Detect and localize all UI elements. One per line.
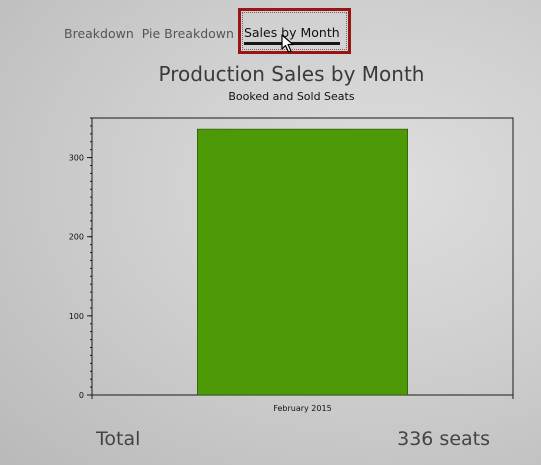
total-label: Total [96,428,141,450]
chart-title: Production Sales by Month [158,62,425,86]
y-tick-label: 200 [69,233,84,242]
y-tick-label: 300 [69,154,84,163]
mouse-cursor-icon [281,34,294,53]
total-value: 336 seats [397,428,490,450]
tab-strip: Breakdown Pie Breakdown Sales by Month [60,8,351,54]
tab-sales-by-month-label: Sales by Month [243,25,340,40]
tab-pie-breakdown[interactable]: Pie Breakdown [141,26,234,41]
tab-breakdown[interactable]: Breakdown [64,26,134,41]
y-tick-label: 0 [79,391,84,400]
x-tick-label: February 2015 [273,404,331,413]
chart-subtitle: Booked and Sold Seats [228,90,355,103]
y-tick-label: 100 [69,312,84,321]
tab-sales-by-month[interactable]: Sales by Month [237,8,351,54]
bar [197,128,408,396]
